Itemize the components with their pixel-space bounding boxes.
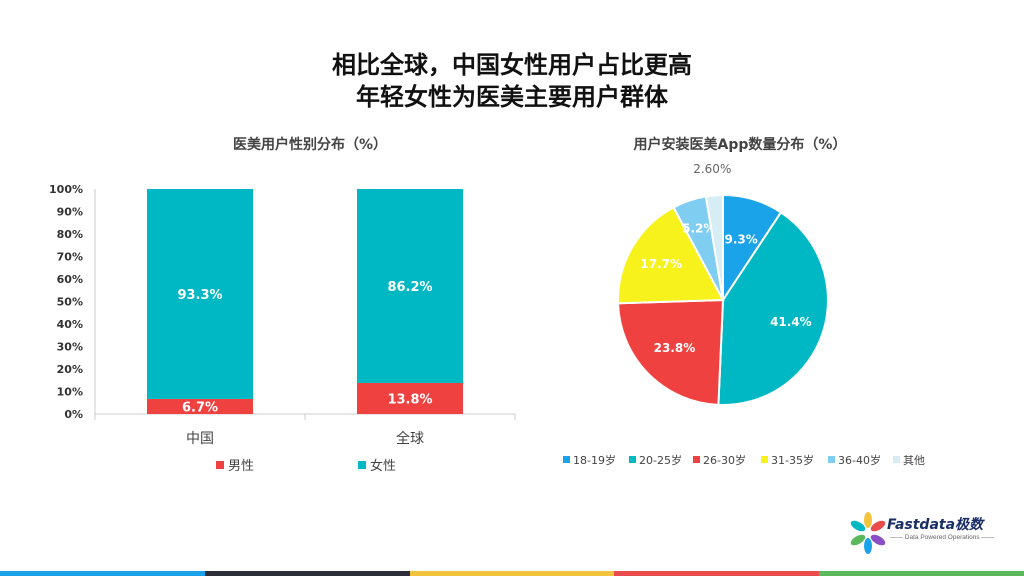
bar-segment (357, 382, 463, 414)
legend-label: 20-25岁 (639, 453, 682, 467)
pie-data-label: 17.7% (640, 257, 682, 271)
bottom-bar-segment (0, 571, 205, 576)
slide-title-line1: 相比全球，中国女性用户占比更高 (332, 51, 692, 79)
legend-swatch (828, 456, 835, 463)
y-tick-label: 80% (57, 228, 83, 241)
bar-chart-title: 医美用户性别分布（%） (232, 137, 388, 153)
x-category-label: 中国 (186, 431, 214, 447)
y-tick-label: 20% (57, 363, 83, 376)
y-tick-label: 50% (57, 296, 83, 309)
y-tick-label: 10% (57, 386, 83, 399)
legend-swatch (358, 461, 366, 469)
bottom-bar-segment (409, 571, 615, 576)
legend-swatch (216, 461, 224, 469)
legend-swatch (563, 456, 570, 463)
bar-segment (357, 189, 463, 383)
y-tick-label: 30% (57, 341, 83, 354)
pie-data-label: 23.8% (654, 341, 696, 355)
y-tick-label: 40% (57, 318, 83, 331)
y-tick-label: 70% (57, 251, 83, 264)
logo-name: Fastdata极数 (887, 517, 984, 533)
bottom-bar-segment (204, 571, 410, 576)
pie-slice (704, 193, 724, 301)
legend-label: 其他 (903, 454, 925, 467)
fastdata-logo: Fastdata极数 —— Data Powered Operations —— (850, 512, 1000, 556)
bar-data-label: 13.8% (387, 392, 432, 407)
bottom-bar-segment (614, 571, 820, 576)
y-tick-label: 100% (49, 183, 83, 196)
legend-swatch (761, 456, 768, 463)
bar-segment (147, 189, 253, 399)
bar-data-label: 93.3% (177, 288, 222, 303)
pie-slice (617, 206, 725, 305)
pie-chart-title: 用户安装医美App数量分布（%） (633, 137, 847, 153)
legend-swatch (629, 456, 636, 463)
bar-segment (147, 398, 253, 414)
x-category-label: 全球 (396, 430, 424, 447)
fastdata-flower-icon (850, 512, 886, 554)
y-tick-label: 60% (57, 273, 83, 286)
y-tick-label: 90% (57, 206, 83, 219)
legend-swatch (893, 456, 900, 463)
legend-label: 18-19岁 (573, 453, 616, 467)
bar-data-label: 86.2% (387, 280, 432, 295)
bar-data-label: 6.7% (182, 400, 218, 415)
pie-slice (617, 298, 725, 406)
legend-label: 女性 (370, 458, 396, 474)
legend-label: 31-35岁 (771, 453, 814, 467)
logo-tagline: —— Data Powered Operations —— (890, 534, 995, 541)
bottom-color-bar (0, 571, 1024, 576)
pie-data-label: 5.2% (682, 221, 715, 235)
slide-title-line2: 年轻女性为医美主要用户群体 (356, 83, 668, 111)
legend-label: 26-30岁 (703, 453, 746, 467)
pie-data-label: 2.60% (693, 162, 731, 176)
pie-slice (717, 211, 829, 406)
pie-data-label: 41.4% (770, 315, 812, 329)
legend-swatch (693, 456, 700, 463)
bottom-bar-segment (819, 571, 1024, 576)
legend-label: 男性 (228, 459, 254, 474)
y-tick-label: 0% (64, 408, 83, 421)
pie-data-label: 9.3% (725, 233, 758, 247)
legend-label: 36-40岁 (838, 453, 881, 467)
